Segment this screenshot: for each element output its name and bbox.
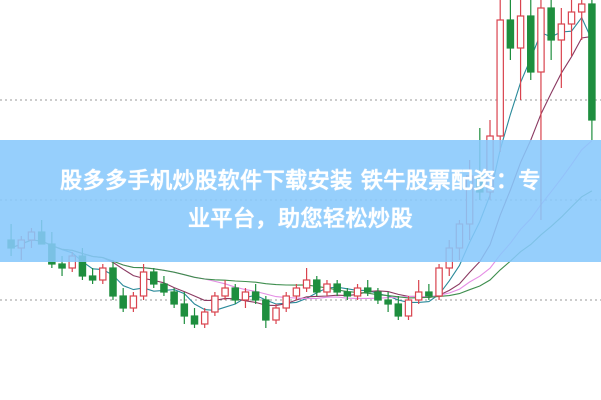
candle-up bbox=[282, 295, 290, 309]
title-banner: 股多多手机炒股软件下载安装 铁牛股票配资：专 业平台，助您轻松炒股 bbox=[0, 140, 601, 262]
candle-down bbox=[425, 291, 433, 297]
candle-down bbox=[394, 303, 403, 317]
candle-down bbox=[374, 291, 382, 301]
candle-down bbox=[231, 287, 240, 301]
candle-up bbox=[129, 295, 138, 309]
candle-up bbox=[241, 291, 250, 301]
candle-down bbox=[109, 267, 117, 297]
candle-up bbox=[567, 11, 576, 25]
banner-title-line-2: 业平台，助您轻松炒股 bbox=[187, 207, 413, 232]
candle-up bbox=[577, 3, 586, 13]
candle-down bbox=[149, 271, 158, 285]
candle-up bbox=[404, 299, 413, 317]
banner-title-line-1: 股多多手机炒股软件下载安装 铁牛股票配资：专 bbox=[60, 169, 541, 194]
candle-down bbox=[88, 275, 97, 281]
candle-down bbox=[588, 3, 596, 121]
candle-down bbox=[313, 279, 321, 293]
candle-up bbox=[557, 23, 566, 41]
candle-down bbox=[160, 283, 168, 293]
candle-up bbox=[537, 7, 545, 73]
candle-down bbox=[506, 19, 515, 49]
candle-up bbox=[99, 267, 107, 281]
candle-down bbox=[180, 303, 189, 317]
candle-down bbox=[384, 299, 392, 305]
candle-down bbox=[363, 287, 372, 293]
candle-up bbox=[139, 271, 148, 297]
candle-up bbox=[414, 291, 423, 301]
candle-down bbox=[190, 315, 199, 325]
candle-down bbox=[251, 291, 260, 301]
candle-down bbox=[170, 291, 178, 305]
candle-up bbox=[200, 311, 209, 325]
candle-up bbox=[323, 283, 331, 293]
candle-down bbox=[58, 263, 66, 269]
candle-up bbox=[292, 287, 301, 297]
candle-up bbox=[211, 295, 219, 313]
candle-up bbox=[435, 267, 443, 297]
candle-down bbox=[119, 295, 127, 309]
candle-up bbox=[516, 15, 525, 49]
candle-up bbox=[302, 279, 311, 289]
candle-up bbox=[353, 287, 362, 297]
candle-down bbox=[343, 291, 352, 297]
candle-down bbox=[527, 15, 535, 73]
candle-up bbox=[272, 307, 280, 321]
candle-down bbox=[262, 299, 270, 321]
candle-down bbox=[547, 7, 555, 41]
candle-up bbox=[221, 287, 229, 297]
candle-down bbox=[333, 283, 341, 293]
candle-up bbox=[496, 19, 504, 137]
